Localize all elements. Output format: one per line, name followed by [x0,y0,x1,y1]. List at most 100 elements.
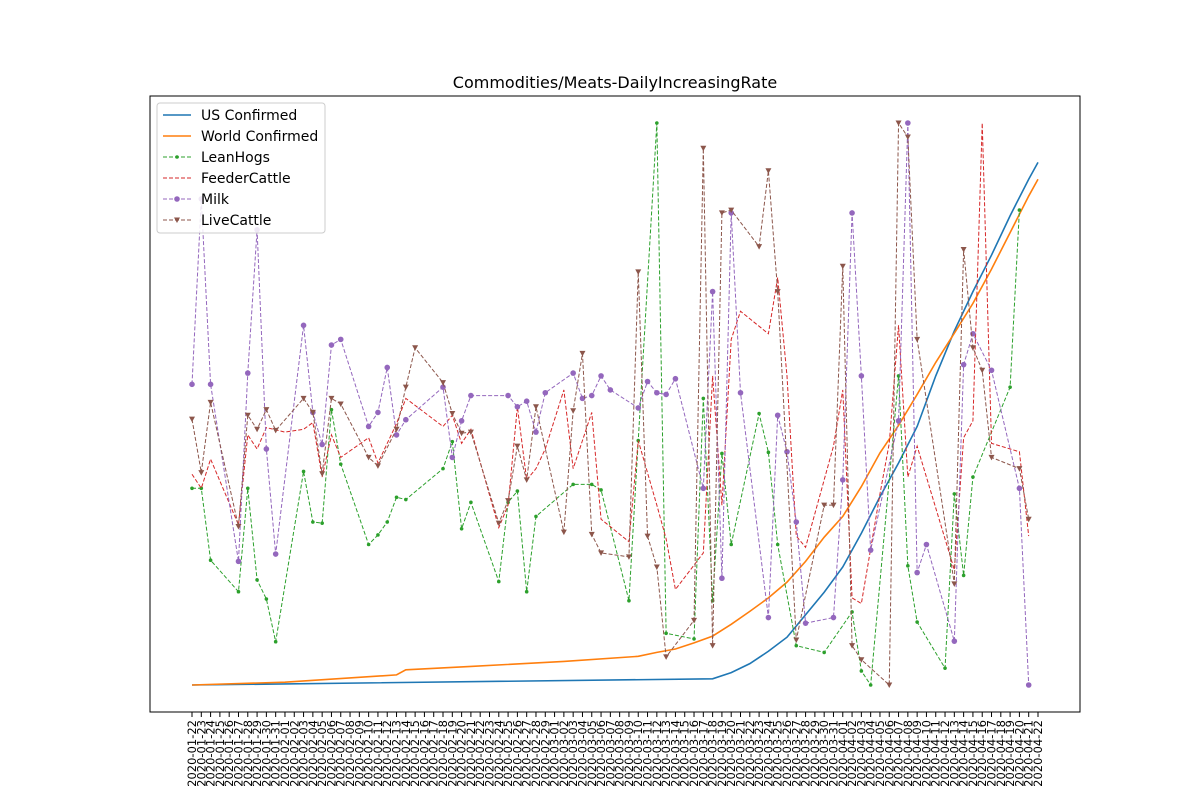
data-point [235,558,242,565]
data-point [793,637,800,644]
data-point [570,370,576,376]
data-point [534,514,538,519]
series-line-feedercattle [191,122,1030,605]
x-axis: 2020-01-222020-01-232020-01-242020-01-25… [185,712,1045,787]
data-point [244,370,251,376]
data-point [709,643,716,649]
series-milk [189,120,1032,688]
data-point [441,466,445,471]
data-point [988,367,995,374]
x-tick-label: 2020-04-15 [966,720,980,787]
data-point [914,569,920,576]
x-tick-label: 2020-04-01 [836,720,850,787]
x-tick-label: 2020-03-01 [548,720,562,787]
data-point [300,395,307,402]
series-feedercattle [191,122,1030,605]
data-point [338,462,343,466]
data-point [468,392,474,399]
data-point [328,342,335,348]
data-point [802,620,809,626]
data-point [718,210,725,216]
data-point [700,485,707,492]
data-point [794,643,799,648]
data-point [374,463,381,469]
data-point [523,477,530,483]
data-point [1025,682,1032,688]
data-point [960,361,967,368]
data-point [905,120,911,126]
chart-title: Commodities/Meats-DailyIncreasingRate [453,73,777,92]
x-tick-label: 2020-04-18 [994,720,1008,787]
data-point [589,482,594,487]
x-tick-label: 2020-04-07 [892,720,906,787]
data-point [895,418,902,424]
x-tick-label: 2020-02-19 [445,720,459,787]
data-point [263,446,270,452]
x-tick-label: 2020-03-21 [734,720,748,787]
x-tick-label: 2020-02-20 [455,720,469,787]
data-point [961,573,966,578]
data-point [719,575,725,582]
data-point [449,454,456,461]
legend-item-world-confirmed: World Confirmed [163,129,318,145]
x-tick-label: 2020-04-11 [929,720,943,787]
legend-item-feedercattle: FeederCattle [163,171,291,187]
x-tick-label: 2020-02-08 [343,720,357,787]
data-point [951,638,958,644]
data-point [459,526,464,531]
x-tick-label: 2020-02-17 [427,720,441,787]
x-tick-label: 2020-03-06 [594,720,608,787]
data-point [830,502,837,509]
x-tick-label: 2020-04-08 [901,720,915,787]
x-tick-label: 2020-02-11 [371,720,385,787]
data-point [449,411,456,417]
data-point [644,378,651,385]
x-tick-label: 2020-02-24 [492,720,506,787]
data-point [849,643,856,649]
data-point [969,345,976,351]
series-line-world-confirmed [191,178,1039,686]
x-tick-label: 2020-03-03 [566,720,580,787]
data-point [774,412,781,419]
data-point [309,409,316,416]
x-tick-label: 2020-01-28 [241,720,255,787]
data-point [320,521,324,525]
data-point [337,401,344,407]
data-point [319,471,326,477]
data-point [588,392,595,399]
x-tick-label: 2020-04-16 [975,720,989,787]
x-tick-label: 2020-04-12 [938,720,952,787]
data-point [858,373,865,379]
data-point [532,404,539,410]
data-point [1008,385,1012,389]
data-point [579,395,586,402]
data-point [365,454,372,461]
x-tick-label: 2020-04-03 [854,720,868,787]
x-tick-label: 2020-02-03 [297,720,311,787]
data-point [542,389,549,396]
legend-label: LeanHogs [201,150,270,166]
x-tick-label: 2020-04-17 [985,720,999,787]
data-point [868,683,873,687]
data-point [272,427,279,434]
data-point [701,396,706,401]
series-line-leanhogs [192,122,1020,687]
data-point [839,263,846,270]
data-point [393,426,400,433]
data-point [664,631,668,636]
legend-item-us-confirmed: US Confirmed [163,108,297,124]
x-tick-label: 2020-03-25 [771,720,785,787]
x-tick-label: 2020-03-30 [817,720,831,787]
x-tick-label: 2020-03-10 [631,720,645,787]
legend-item-milk: Milk [163,192,230,208]
data-point [598,550,605,556]
x-tick-label: 2020-02-16 [417,720,431,787]
x-tick-label: 2020-04-21 [1022,720,1036,787]
data-point [394,495,399,500]
x-tick-label: 2020-03-08 [613,720,627,787]
data-point [971,475,975,479]
x-tick-label: 2020-03-31 [826,720,840,787]
x-tick-label: 2020-04-19 [1003,720,1017,787]
